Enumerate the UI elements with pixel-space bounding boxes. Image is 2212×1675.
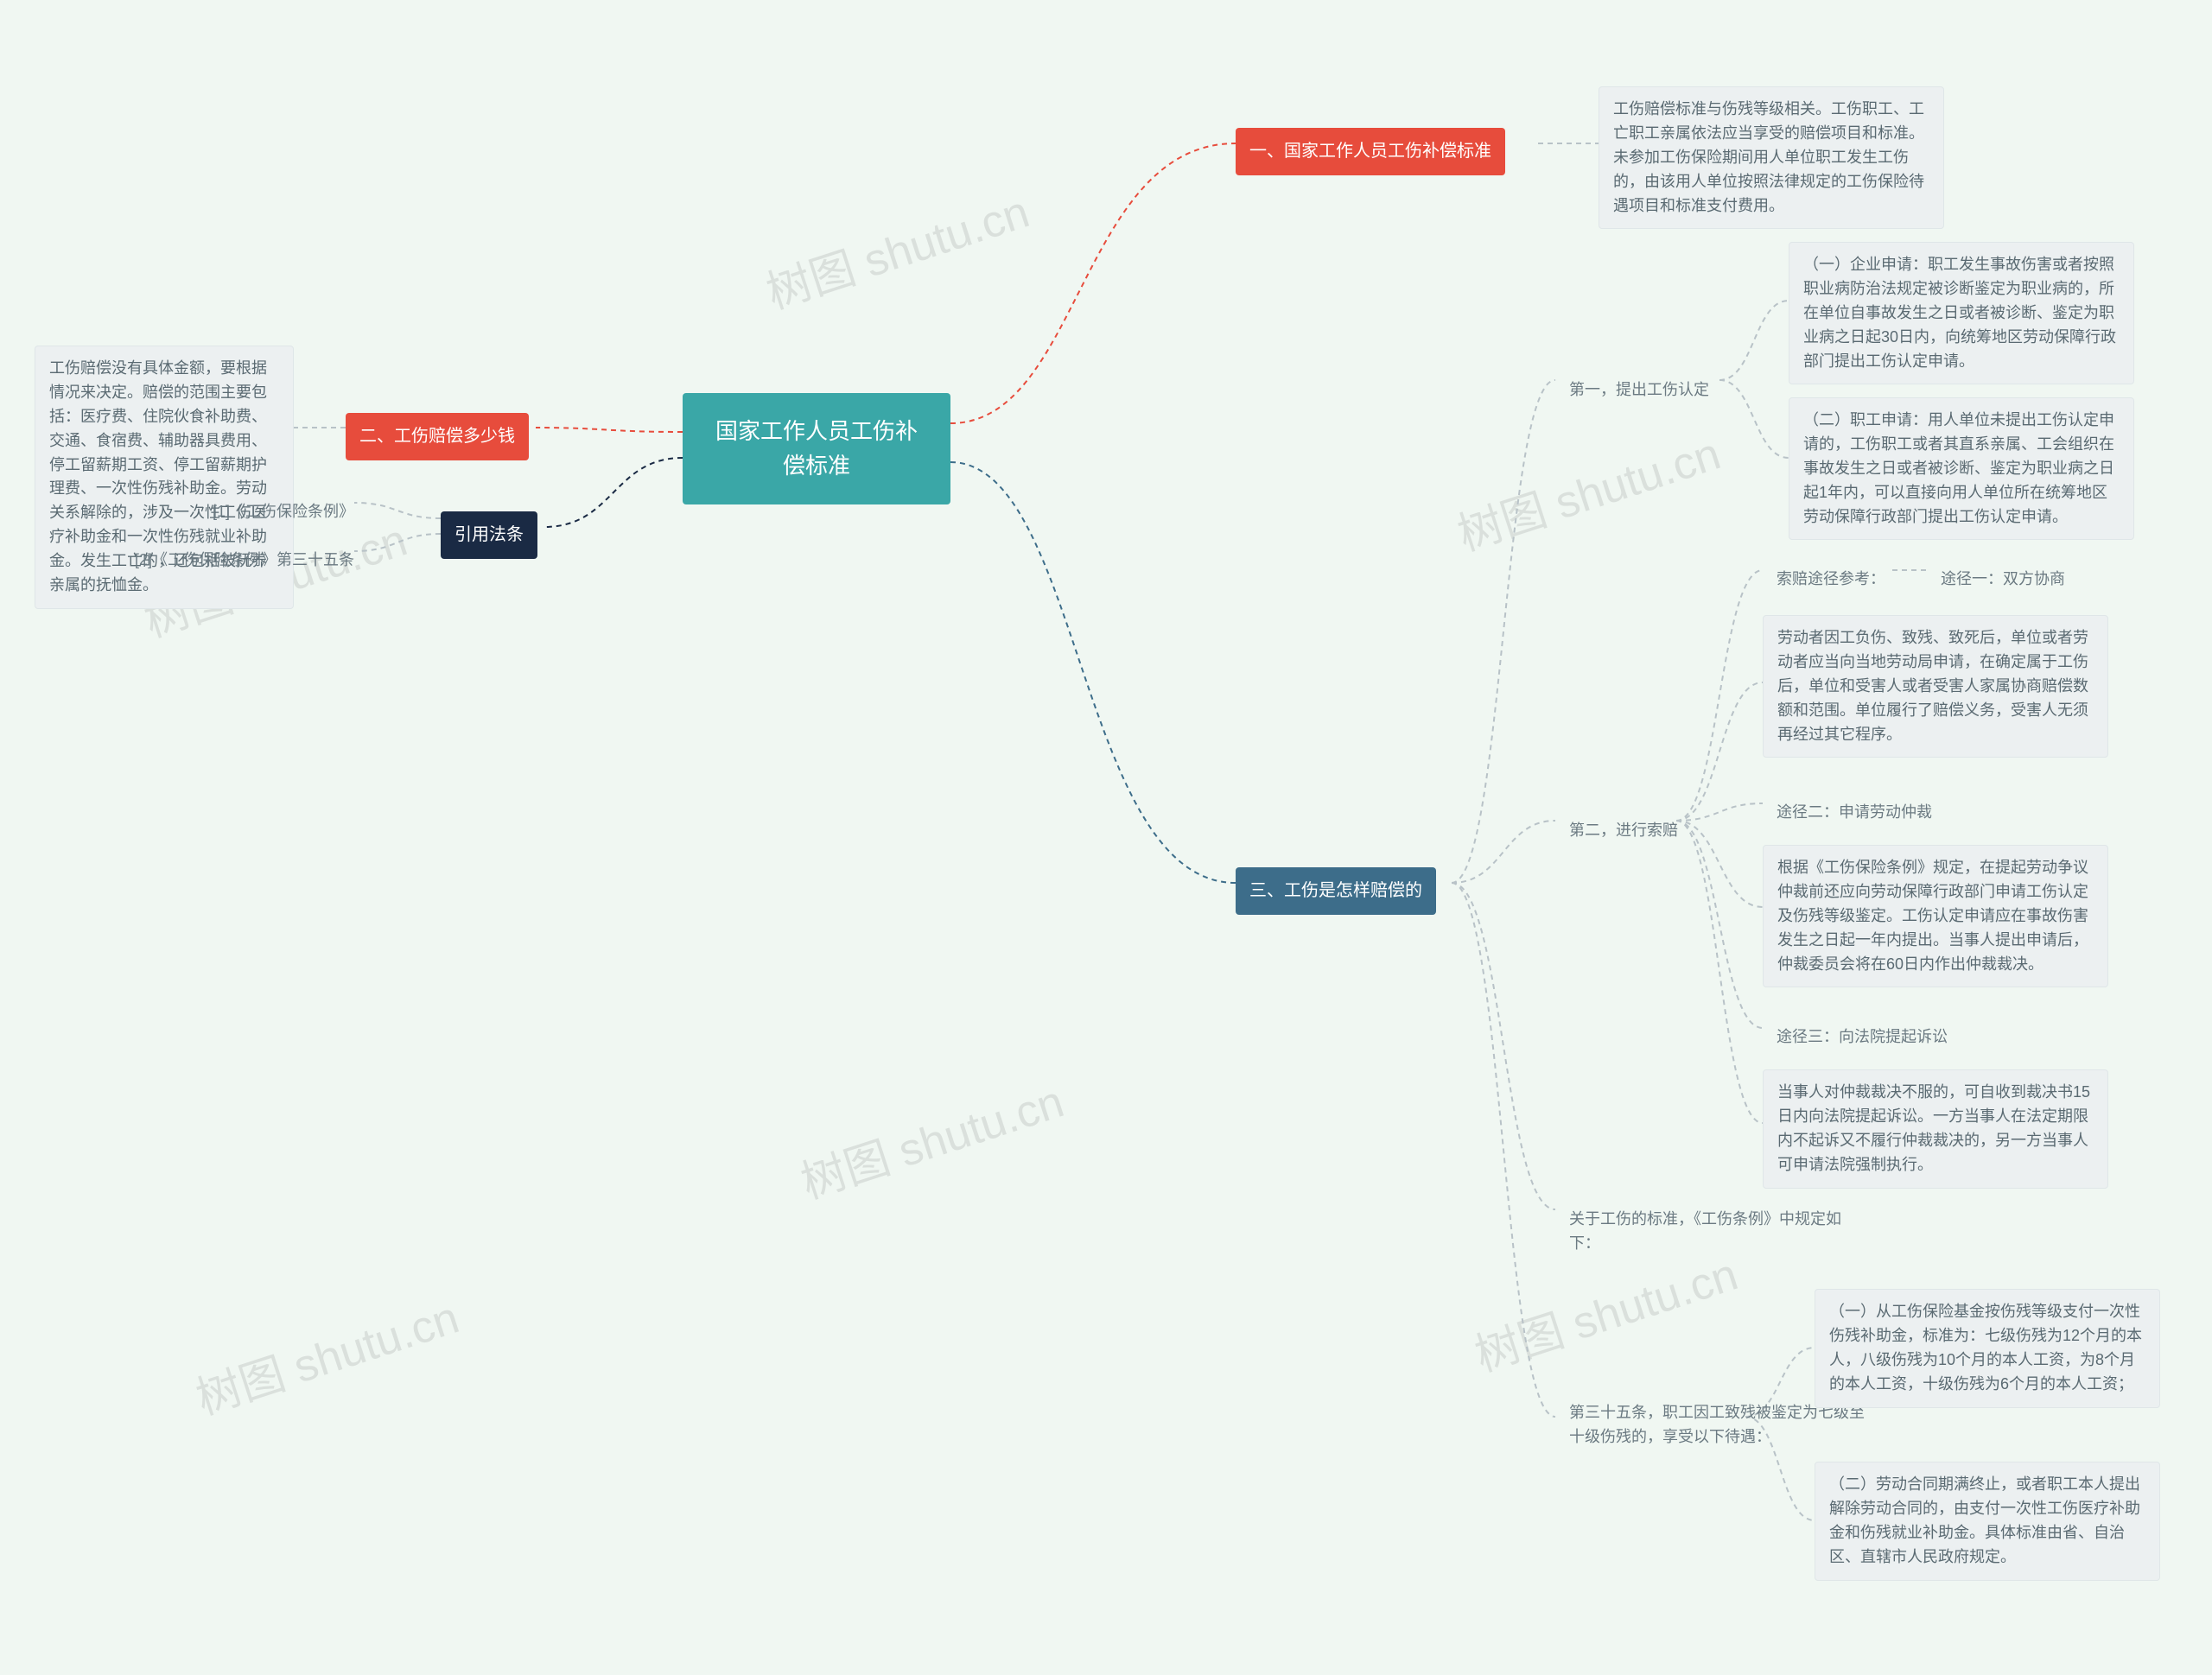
watermark: 树图 shutu.cn (791, 1065, 1071, 1211)
step2-way2-desc: 根据《工伤保险条例》规定，在提起劳动争议仲裁前还应向劳动保障行政部门申请工伤认定… (1763, 845, 2108, 987)
step2-ref-label: 索赔途径参考： (1763, 557, 1899, 602)
step1-b: （二）职工申请：用人单位未提出工伤认定申请的，工伤职工或者其直系亲属、工会组织在… (1789, 397, 2134, 540)
watermark: 树图 shutu.cn (757, 175, 1036, 321)
section3-title: 三、工伤是怎样赔偿的 (1236, 867, 1436, 915)
step2-title: 第二，进行索赔 (1555, 809, 1692, 853)
laws-item1: [1]《工伤保险条例》 (199, 490, 368, 535)
step2-way3: 途径三：向法院提起诉讼 (1763, 1015, 1961, 1060)
laws-item2: [2]《工伤保险条例》第三十五条 (121, 538, 368, 583)
art35-b: （二）劳动合同期满终止，或者职工本人提出解除劳动合同的，由支付一次性工伤医疗补助… (1815, 1462, 2160, 1581)
root-node: 国家工作人员工伤补偿标准 (683, 393, 950, 504)
step2-way3-desc: 当事人对仲裁裁决不服的，可自收到裁决书15日内向法院提起诉讼。一方当事人在法定期… (1763, 1069, 2108, 1189)
step2-way2: 途径二：申请劳动仲裁 (1763, 790, 1946, 835)
step2-way1: 途径一：双方协商 (1927, 557, 2079, 602)
watermark: 树图 shutu.cn (187, 1281, 466, 1427)
laws-title: 引用法条 (441, 511, 537, 559)
step1-a: （一）企业申请：职工发生事故伤害或者按照职业病防治法规定被诊断鉴定为职业病的，所… (1789, 242, 2134, 384)
step1-title: 第一，提出工伤认定 (1555, 368, 1723, 413)
standard-note: 关于工伤的标准，《工伤条例》中规定如下： (1555, 1197, 1884, 1266)
watermark: 树图 shutu.cn (1448, 417, 1727, 563)
section1-title: 一、国家工作人员工伤补偿标准 (1236, 128, 1505, 175)
section1-desc: 工伤赔偿标准与伤残等级相关。工伤职工、工亡职工亲属依法应当享受的赔偿项目和标准。… (1599, 86, 1944, 229)
section2-title: 二、工伤赔偿多少钱 (346, 413, 529, 460)
step2-way1-desc: 劳动者因工负伤、致残、致死后，单位或者劳动者应当向当地劳动局申请，在确定属于工伤… (1763, 615, 2108, 758)
art35-a: （一）从工伤保险基金按伤残等级支付一次性伤残补助金，标准为：七级伤残为12个月的… (1815, 1289, 2160, 1408)
